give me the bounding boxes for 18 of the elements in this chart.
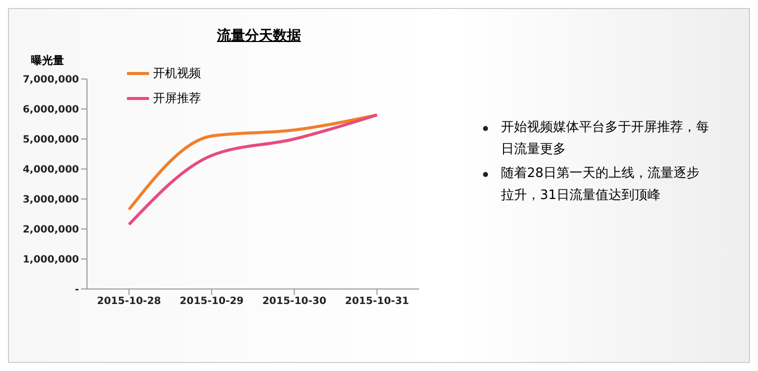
y-tick-label: 7,000,000 <box>22 74 80 86</box>
x-tick-label: 2015-10-31 <box>345 296 410 308</box>
x-tick-label: 2015-10-28 <box>97 296 162 308</box>
x-tick-label: 2015-10-30 <box>262 296 326 308</box>
chart-title: 流量分天数据 <box>216 27 302 45</box>
text: 开始视频媒体平台多于开屏推荐，每日流量更多 <box>501 120 709 157</box>
y-tick-label: 2,000,000 <box>22 224 80 236</box>
legend-label: 开机视频 <box>153 65 201 82</box>
y-tick-label: 4,000,000 <box>22 164 80 176</box>
x-tick-label: 2015-10-29 <box>180 296 244 308</box>
y-axis-title: 曝光量 <box>31 53 64 68</box>
y-tick-label: 5,000,000 <box>22 134 80 146</box>
y-tick-label: 6,000,000 <box>22 104 80 116</box>
legend-label: 开屏推荐 <box>153 90 201 107</box>
y-tick-label: - <box>74 284 79 296</box>
text: 随着28日第一天的上线，流量逐步拉升，31日流量值达到顶峰 <box>501 166 700 203</box>
y-tick-label: 1,000,000 <box>22 254 80 266</box>
y-tick-label: 3,000,000 <box>22 194 80 206</box>
